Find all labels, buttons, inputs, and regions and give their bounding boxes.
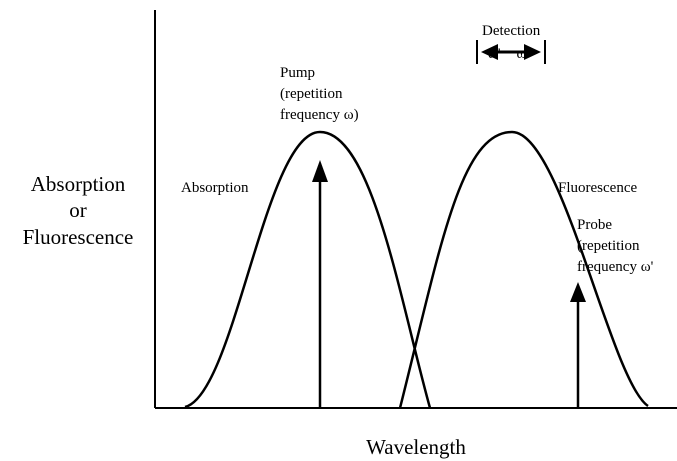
pump-arrowhead <box>312 160 328 182</box>
detection-arrowheads <box>481 44 541 60</box>
curve-label: Fluorescence <box>558 180 637 196</box>
y-axis-label: or <box>69 198 87 222</box>
probe-label: (repetition <box>577 238 640 254</box>
y-axis-label: Absorption <box>31 172 126 196</box>
probe-arrowhead <box>570 282 586 302</box>
pump-label: Pump <box>280 65 315 81</box>
curve-label: Absorption <box>181 180 249 196</box>
fluorescence-curve <box>398 130 649 409</box>
pump-label: (repetition <box>280 86 343 102</box>
detection-title: Detection <box>482 23 541 39</box>
probe-label: Probe <box>577 217 612 233</box>
absorption-curve <box>184 130 432 409</box>
detection-label: ω' − ω <box>488 46 527 62</box>
y-axis-label: Fluorescence <box>23 225 134 249</box>
probe-label: frequency ω' <box>577 259 654 275</box>
x-axis-label: Wavelength <box>366 435 466 459</box>
pump-label: frequency ω) <box>280 107 359 123</box>
